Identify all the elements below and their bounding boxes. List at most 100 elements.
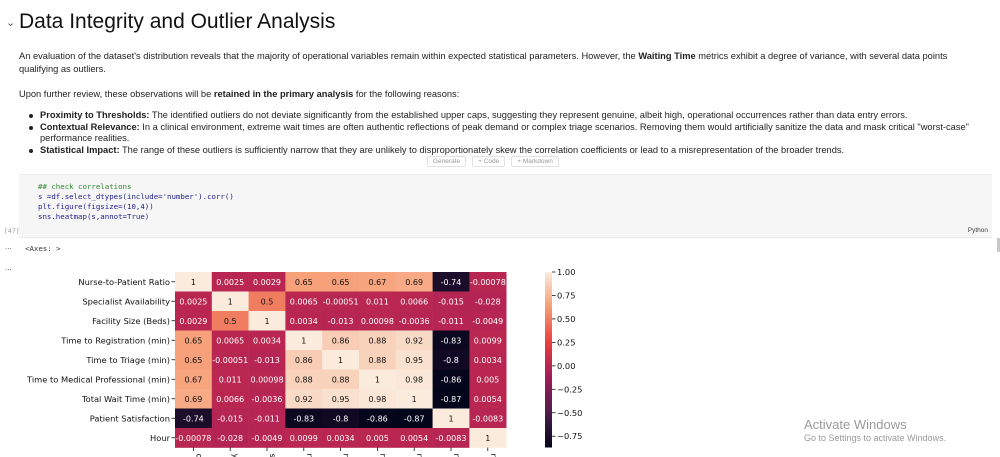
heatmap-annotation: 0.65 bbox=[332, 278, 350, 287]
heatmap-annotation: 0.92 bbox=[295, 395, 313, 404]
heatmap-cell bbox=[248, 350, 286, 370]
heatmap-cell bbox=[322, 389, 360, 409]
column-label: n) bbox=[378, 454, 388, 457]
heatmap-cell bbox=[175, 369, 213, 390]
heatmap-annotation: 0.88 bbox=[295, 375, 313, 384]
column-label: y bbox=[231, 454, 241, 457]
heatmap-annotation: 1 bbox=[264, 317, 269, 326]
heatmap-annotation: 0.0034 bbox=[474, 356, 502, 365]
heatmap-cell bbox=[322, 408, 360, 429]
row-label: Time to Registration (min) bbox=[60, 335, 170, 345]
heatmap-cell bbox=[395, 350, 433, 370]
heatmap-cell bbox=[469, 369, 507, 390]
heatmap-annotation: 0.0065 bbox=[290, 297, 318, 306]
heatmap-cell bbox=[359, 272, 397, 292]
code-cell[interactable]: ## check correlations s =df.select_dtype… bbox=[19, 174, 992, 238]
heatmap-annotation: 0.88 bbox=[368, 356, 386, 365]
heatmap-annotation: -0.8 bbox=[333, 414, 349, 423]
section-title: Data Integrity and Outlier Analysis bbox=[19, 10, 336, 33]
heatmap-annotation: -0.0083 bbox=[472, 414, 503, 423]
heatmap-cell bbox=[285, 272, 323, 292]
generate-button[interactable]: Generate bbox=[427, 156, 467, 167]
scrollbar-thumb[interactable] bbox=[997, 238, 1000, 252]
language-label[interactable]: Python bbox=[967, 227, 988, 234]
row-label: Time to Medical Professional (min) bbox=[26, 374, 170, 384]
heatmap-cell bbox=[175, 311, 213, 331]
colorbar-tick-label: 0.00 bbox=[557, 361, 575, 371]
heatmap-annotation: 0.005 bbox=[366, 434, 389, 443]
output-text: <Axes: > bbox=[25, 244, 61, 253]
heatmap-annotation: 0.0054 bbox=[400, 434, 428, 443]
heatmap-annotation: 0.95 bbox=[405, 356, 423, 365]
row-label: Facility Size (Beds) bbox=[92, 316, 170, 326]
heatmap-annotation: 0.00098 bbox=[250, 375, 283, 384]
heatmap-cell bbox=[395, 408, 433, 429]
code-line: s =df.select_dtypes(include='number').co… bbox=[38, 192, 234, 201]
column-label: n) bbox=[342, 454, 352, 457]
heatmap-annotation: 0.65 bbox=[184, 356, 202, 365]
heatmap-annotation: -0.015 bbox=[438, 297, 464, 306]
heatmap-annotation: -0.011 bbox=[254, 414, 280, 423]
heatmap-annotation: 0.69 bbox=[184, 395, 202, 404]
heatmap-cell bbox=[175, 291, 213, 312]
heatmap-cell bbox=[175, 272, 213, 292]
heatmap-cell bbox=[469, 389, 507, 409]
intro-paragraph: An evaluation of the dataset's distribut… bbox=[19, 51, 948, 74]
heatmap-cell bbox=[248, 330, 286, 351]
collapse-chevron-icon[interactable]: ⌄ bbox=[6, 17, 16, 29]
heatmap-cell bbox=[322, 272, 360, 292]
heatmap-cell bbox=[469, 272, 507, 292]
heatmap-cell bbox=[175, 428, 213, 448]
colorbar-tick-label: −0.25 bbox=[557, 384, 582, 394]
add-markdown-button[interactable]: + Markdown bbox=[511, 156, 559, 167]
heatmap-cell bbox=[248, 311, 286, 331]
heatmap-cell bbox=[469, 291, 507, 312]
heatmap-cell bbox=[469, 311, 507, 331]
column-label: n) bbox=[305, 454, 315, 457]
heatmap-cell bbox=[432, 350, 470, 370]
list-item: Statistical Impact: The range of these o… bbox=[29, 145, 980, 157]
heatmap-annotation: 0.5 bbox=[261, 297, 274, 306]
heatmap-annotation: 0.0034 bbox=[253, 336, 281, 345]
heatmap-cell bbox=[359, 291, 397, 312]
add-code-button[interactable]: + Code bbox=[472, 156, 506, 167]
heatmap-annotation: -0.86 bbox=[367, 414, 388, 423]
heatmap-annotation: 0.92 bbox=[405, 336, 423, 345]
row-label: Specialist Availability bbox=[82, 296, 170, 306]
heatmap-cell bbox=[359, 369, 397, 390]
heatmap-cell bbox=[248, 291, 286, 312]
heatmap-cell bbox=[322, 428, 360, 448]
column-label: n bbox=[452, 454, 462, 457]
heatmap-annotation: 1 bbox=[412, 395, 417, 404]
colorbar-tick-label: −0.75 bbox=[557, 431, 582, 441]
heatmap-cell bbox=[432, 291, 470, 312]
heatmap-cell bbox=[211, 369, 249, 390]
heatmap-cell bbox=[395, 330, 433, 351]
correlation-heatmap: 1 0.0025 0.0029 0.65 0.65 0.67 0.69 -0.74 -0.000… bbox=[26, 267, 582, 457]
watermark-title: Activate Windows bbox=[804, 417, 907, 432]
heatmap-annotation: -0.0083 bbox=[436, 434, 467, 443]
heatmap-cell bbox=[322, 369, 360, 390]
colorbar-tick-label: 0.75 bbox=[557, 290, 575, 300]
row-label: Patient Satisfaction bbox=[90, 413, 170, 423]
heatmap-annotation: -0.87 bbox=[441, 395, 462, 404]
review-paragraph: Upon further review, these observations … bbox=[19, 89, 460, 99]
code-editor[interactable]: ## check correlations s =df.select_dtype… bbox=[38, 182, 234, 222]
heatmap-annotation: -0.00078 bbox=[175, 434, 211, 443]
heatmap-cell bbox=[432, 428, 470, 448]
colorbar bbox=[545, 272, 552, 448]
list-item: Contextual Relevance: In a clinical envi… bbox=[29, 122, 980, 145]
heatmap-cell bbox=[432, 272, 470, 292]
heatmap-cell bbox=[175, 330, 213, 351]
output-more-icon[interactable]: ... bbox=[5, 263, 12, 272]
heatmap-cell bbox=[359, 389, 397, 409]
heatmap-annotation: 1 bbox=[228, 297, 233, 306]
execution-count: [47] bbox=[4, 227, 20, 235]
heatmap-annotation: -0.00051 bbox=[323, 297, 359, 306]
output-more-icon[interactable]: ... bbox=[5, 242, 12, 251]
heatmap-cell bbox=[395, 428, 433, 448]
heatmap-cell bbox=[285, 291, 323, 312]
heatmap-cell bbox=[211, 389, 249, 409]
heatmap-cell bbox=[285, 311, 323, 331]
heatmap-annotation: 0.0034 bbox=[327, 434, 355, 443]
